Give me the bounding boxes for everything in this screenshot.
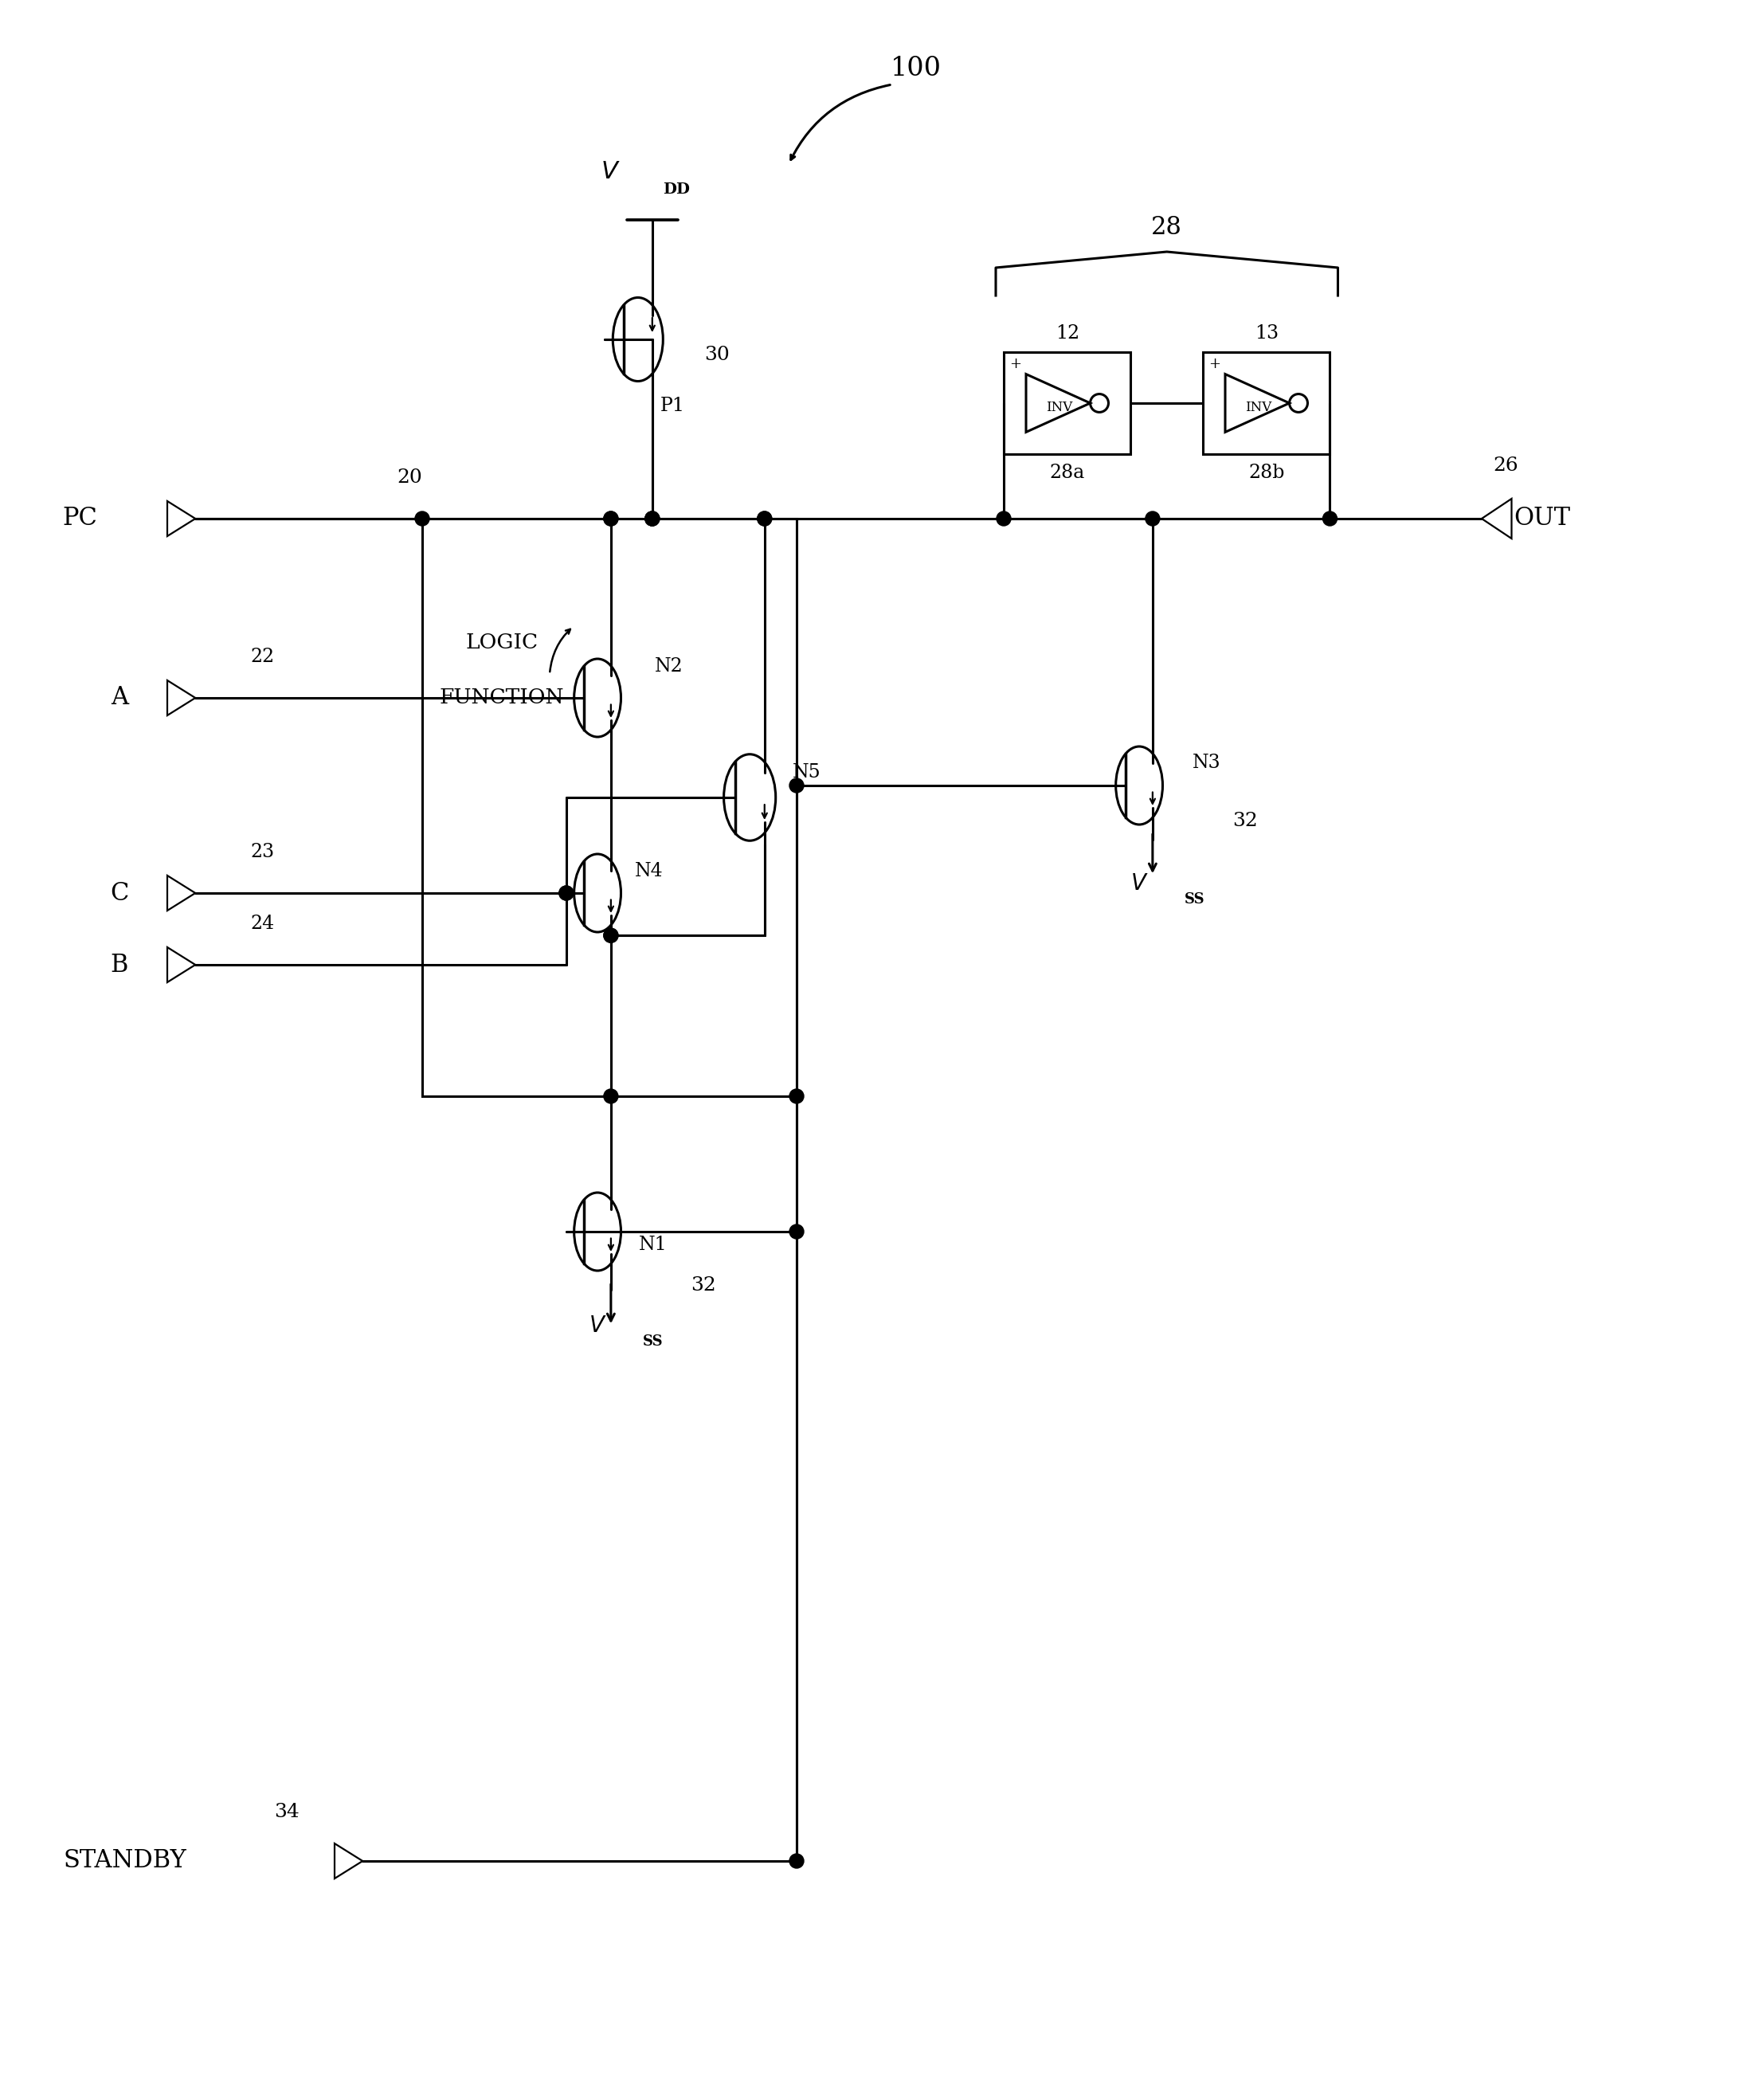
Circle shape	[758, 512, 772, 525]
Text: LOGIC: LOGIC	[466, 632, 537, 653]
Circle shape	[758, 512, 772, 525]
Circle shape	[790, 779, 803, 792]
Text: +: +	[1009, 357, 1021, 372]
Text: INV: INV	[1245, 401, 1271, 414]
Circle shape	[560, 886, 574, 901]
Circle shape	[645, 512, 659, 525]
Circle shape	[603, 512, 617, 525]
Text: 12: 12	[1056, 323, 1080, 342]
Text: PC: PC	[63, 506, 97, 531]
Text: STANDBY: STANDBY	[64, 1848, 188, 1873]
Text: 32: 32	[690, 1277, 716, 1294]
Text: 24: 24	[250, 916, 275, 932]
Text: $V$: $V$	[590, 1315, 607, 1336]
Text: +: +	[1209, 357, 1221, 372]
Circle shape	[790, 1854, 803, 1869]
Text: 26: 26	[1494, 456, 1518, 475]
Text: INV: INV	[1047, 401, 1073, 414]
Circle shape	[1323, 512, 1337, 525]
Text: 23: 23	[250, 842, 275, 861]
Circle shape	[560, 886, 574, 901]
Text: A: A	[111, 685, 129, 710]
Text: SS: SS	[643, 1336, 663, 1348]
Text: 28a: 28a	[1050, 464, 1085, 483]
Text: 20: 20	[396, 468, 423, 487]
Circle shape	[416, 512, 430, 525]
Bar	[1203, 353, 1330, 454]
Text: N3: N3	[1193, 754, 1221, 773]
Text: DD: DD	[663, 183, 690, 197]
Text: 32: 32	[1233, 813, 1257, 830]
Text: 28: 28	[1151, 214, 1183, 239]
Circle shape	[645, 512, 659, 525]
Circle shape	[603, 1090, 617, 1102]
Text: C: C	[110, 880, 129, 905]
Text: N5: N5	[793, 764, 821, 781]
Text: $V$: $V$	[1130, 874, 1149, 895]
Circle shape	[790, 1224, 803, 1239]
Text: 30: 30	[704, 346, 729, 365]
Circle shape	[790, 1090, 803, 1102]
Text: 34: 34	[275, 1802, 299, 1821]
Circle shape	[603, 928, 617, 943]
Text: FUNCTION: FUNCTION	[440, 689, 563, 708]
Text: P1: P1	[661, 397, 685, 416]
Circle shape	[603, 928, 617, 943]
Bar	[423, 519, 796, 1096]
Text: OUT: OUT	[1513, 506, 1570, 531]
Text: $V$: $V$	[600, 160, 621, 185]
Text: N1: N1	[638, 1237, 668, 1254]
Text: N4: N4	[635, 861, 663, 880]
Circle shape	[1146, 512, 1160, 525]
Circle shape	[996, 512, 1010, 525]
Text: 13: 13	[1254, 323, 1278, 342]
Bar	[1003, 353, 1130, 454]
Circle shape	[645, 512, 659, 525]
Circle shape	[603, 512, 617, 525]
Text: 100: 100	[890, 57, 941, 82]
Text: 28b: 28b	[1249, 464, 1285, 483]
Text: N2: N2	[654, 657, 683, 676]
Text: SS: SS	[1184, 892, 1205, 907]
Text: B: B	[111, 953, 129, 977]
Text: 22: 22	[250, 647, 275, 666]
